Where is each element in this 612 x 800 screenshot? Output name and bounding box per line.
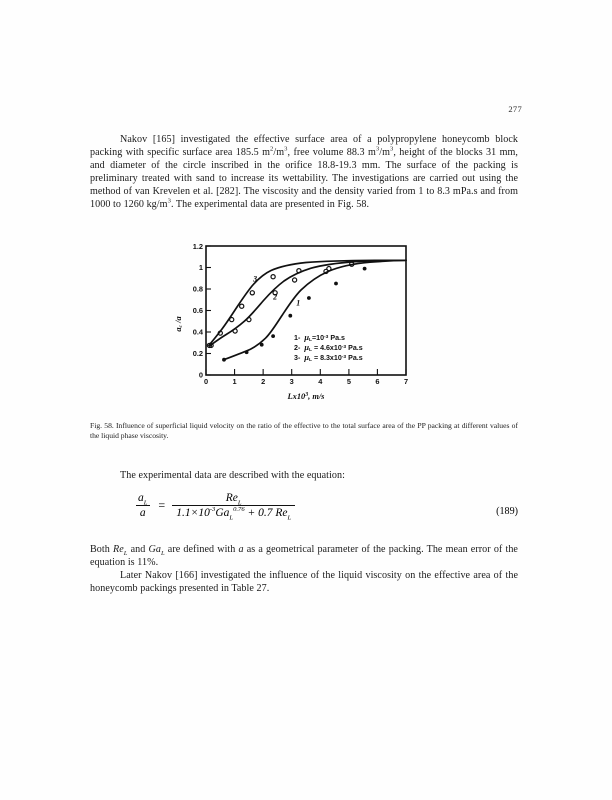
- legend-entry-2: 2- μL = 4.6x10-3 Pa.s: [294, 343, 363, 353]
- x-tick-1: 1: [233, 377, 237, 386]
- y-tick-0: 0: [199, 371, 203, 380]
- equation-lead-text: The experimental data are described with…: [120, 470, 345, 481]
- closing-seg-1: Both: [90, 544, 113, 555]
- curve-series-3: [208, 259, 407, 347]
- closing-sym-a: a: [238, 544, 244, 555]
- closing-sub-re: L: [123, 550, 128, 558]
- equation-189: aL a = ReL 1.1×10-3GaL0.76 + 0.7 ReL (18…: [90, 492, 518, 534]
- intro-sup-4: 3: [390, 145, 394, 153]
- equation-rhs-numerator: ReL: [225, 492, 242, 507]
- x-axis-title: Lx103, m/s: [287, 392, 325, 401]
- y-tick-0.8: 0.8: [193, 285, 203, 294]
- figure-58: 0 1 2 3 4 5 6 7 0 0.2 0.4 0.6 0.8 1 1.2 …: [170, 238, 435, 413]
- y-tick-labels: 0 0.2 0.4 0.6 0.8 1 1.2: [193, 242, 204, 380]
- equation-lhs-numerator: aL: [138, 492, 148, 507]
- intro-seg-2: /m: [273, 147, 285, 158]
- x-tick-labels: 0 1 2 3 4 5 6 7: [204, 377, 408, 386]
- y-axis-title: ac /a: [174, 316, 184, 331]
- chart-superficial-velocity-vs-area-ratio: 0 1 2 3 4 5 6 7 0 0.2 0.4 0.6 0.8 1 1.2 …: [174, 242, 408, 401]
- intro-sup-1: 2: [270, 145, 274, 153]
- equation-right-fraction: ReL 1.1×10-3GaL0.76 + 0.7 ReL: [172, 492, 296, 521]
- equation-rhs-denominator: 1.1×10-3GaL0.76 + 0.7 ReL: [172, 505, 296, 521]
- x-tick-5: 5: [347, 377, 351, 386]
- page-number: 277: [508, 104, 522, 114]
- closing-sym-re: Re: [112, 544, 124, 555]
- intro-seg-1: Nakov [165] investigated the effective s…: [90, 134, 518, 158]
- closing-paragraph-2: Later Nakov [166] investigated the influ…: [90, 570, 518, 594]
- legend-entry-1: 1- μL=10-3 Pa.s: [294, 333, 345, 343]
- curve-1-points: [222, 266, 367, 362]
- chart-legend: 1- μL=10-3 Pa.s 2- μL = 4.6x10-3 Pa.s 3- μL…: [294, 333, 363, 363]
- equation-equals-sign: =: [158, 498, 166, 512]
- y-tick-0.6: 0.6: [193, 306, 203, 315]
- x-tick-6: 6: [375, 377, 379, 386]
- closing-seg-4: as a geometrical parameter of the packin…: [90, 544, 518, 568]
- closing-seg-3: are defined with: [164, 544, 239, 555]
- intro-seg-5: , height of the blocks 31 mm, and diamet…: [90, 147, 518, 210]
- intro-sup-2: 3: [284, 145, 288, 153]
- closing-sym-ga: Ga: [148, 544, 161, 555]
- x-tick-0: 0: [204, 377, 208, 386]
- equation-body: aL a = ReL 1.1×10-3GaL0.76 + 0.7 ReL: [132, 492, 297, 521]
- x-tick-3: 3: [290, 377, 294, 386]
- equation-number: (189): [496, 506, 518, 517]
- figure-caption: Fig. 58. Influence of superficial liquid…: [90, 421, 518, 441]
- y-tick-1.2: 1.2: [193, 242, 203, 251]
- curve-label-2: 2: [272, 293, 277, 302]
- equation-left-fraction: aL a: [134, 492, 151, 519]
- intro-seg-4: /m: [379, 147, 391, 158]
- y-tick-0.4: 0.4: [193, 328, 204, 337]
- y-axis-ticks: [206, 245, 211, 376]
- legend-entry-3: 3- μL = 8.3x10-3 Pa.s: [294, 353, 363, 363]
- y-tick-1: 1: [199, 263, 203, 272]
- curve-label-1: 1: [296, 299, 300, 308]
- x-axis-ticks: [205, 369, 407, 375]
- closing-paragraph: Both ReL and GaL are defined with a as a…: [90, 543, 518, 569]
- intro-seg-3: , free volume 88.3 m: [287, 147, 376, 158]
- intro-sup-3: 3: [375, 145, 380, 153]
- intro-sup-5: 3: [167, 197, 171, 205]
- equation-lhs-denominator: a: [135, 505, 150, 519]
- intro-paragraph: Nakov [165] investigated the effective s…: [90, 133, 518, 211]
- curve-label-3: 3: [252, 275, 257, 284]
- y-tick-0.2: 0.2: [193, 349, 203, 358]
- curve-3-points: [206, 265, 332, 349]
- x-tick-4: 4: [318, 377, 323, 386]
- x-tick-2: 2: [261, 377, 265, 386]
- closing-seg-2: and: [127, 544, 149, 555]
- x-tick-7: 7: [404, 377, 408, 386]
- curve-series-1: [222, 259, 407, 361]
- closing-sub-ga: L: [160, 550, 165, 558]
- intro-seg-6: . The experimental data are presented in…: [170, 199, 370, 210]
